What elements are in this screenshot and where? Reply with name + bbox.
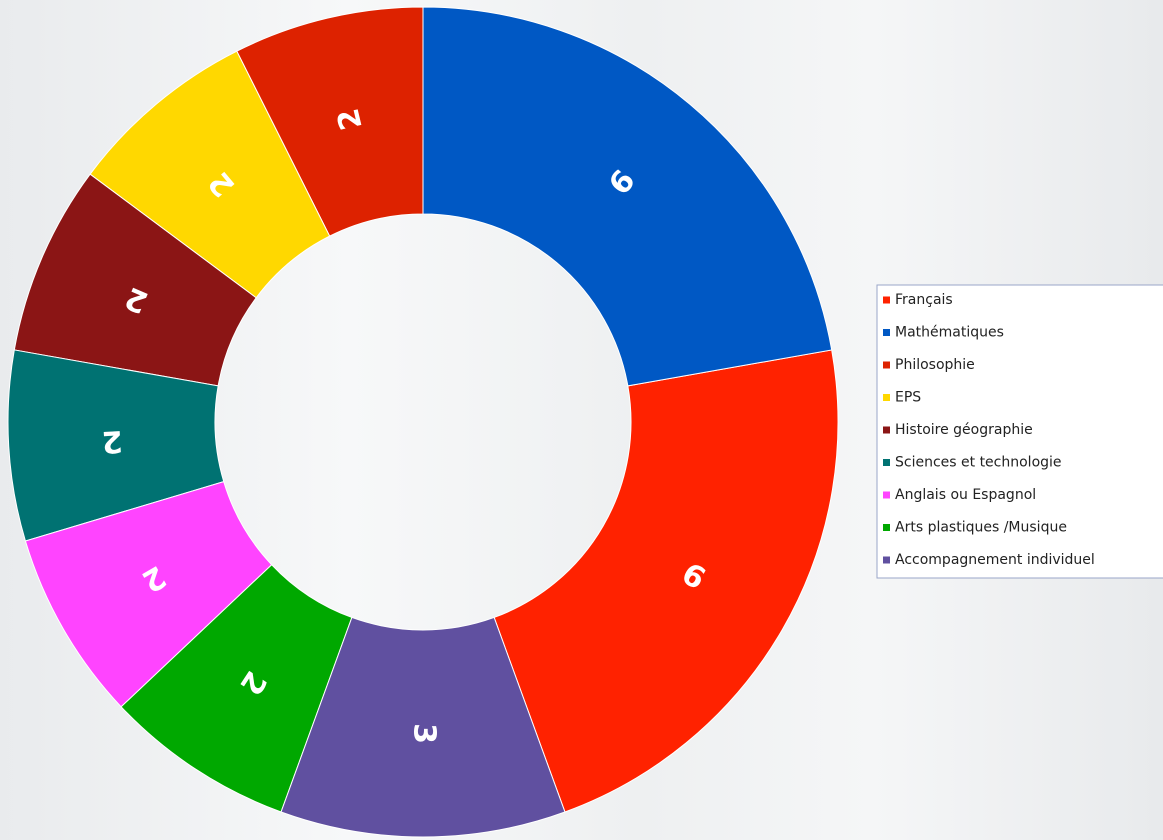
legend-label: Sciences et technologie <box>895 455 1062 471</box>
legend-label: Philosophie <box>895 357 975 373</box>
legend-swatch <box>883 459 890 466</box>
data-label: 3 <box>407 723 442 744</box>
legend-swatch <box>883 297 890 304</box>
chart: 662222223FrançaisMathématiquesPhilosophi… <box>0 0 1163 840</box>
legend-swatch <box>883 362 890 369</box>
legend-label: EPS <box>895 390 921 406</box>
data-label: 2 <box>101 423 124 459</box>
legend-swatch <box>883 394 890 401</box>
legend-label: Mathématiques <box>895 325 1004 341</box>
legend-label: Anglais ou Espagnol <box>895 487 1036 503</box>
legend-label: Arts plastiques /Musique <box>895 520 1067 536</box>
page: 662222223FrançaisMathématiquesPhilosophi… <box>0 0 1163 840</box>
legend-swatch <box>883 524 890 531</box>
legend-swatch <box>883 557 890 564</box>
legend-label: Accompagnement individuel <box>895 552 1095 568</box>
legend-label: Histoire géographie <box>895 422 1033 438</box>
legend-swatch <box>883 329 890 336</box>
legend-label: Français <box>895 292 953 308</box>
legend-swatch <box>883 492 890 499</box>
legend-swatch <box>883 427 890 434</box>
donut-slice <box>494 350 838 812</box>
